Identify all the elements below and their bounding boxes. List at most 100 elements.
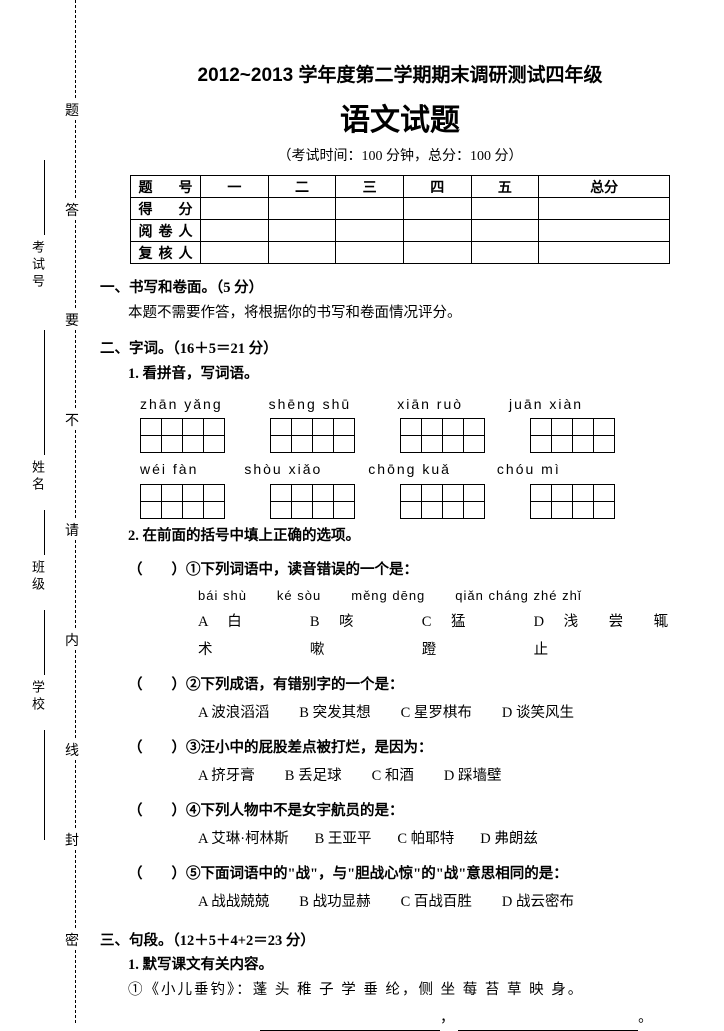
stem: （ ）②下列成语，有错别字的一个是： — [128, 677, 404, 693]
score-table: 题 号 一 二 三 四 五 总分 得 分 阅卷人 复核人 — [130, 175, 670, 264]
th: 题 号 — [131, 176, 201, 198]
pinyin: shēng shū — [269, 393, 352, 417]
write-grid[interactable] — [400, 418, 484, 452]
opt: A 艾琳·柯林斯 — [198, 826, 289, 854]
sec-body: 本题不需要作答，将根据你的书写和卷面情况评分。 — [100, 301, 700, 326]
q-label: 1. 默写课文有关内容。 — [128, 957, 273, 973]
stem: （ ）③汪小中的屁股差点被打烂，是因为： — [128, 740, 433, 756]
exam-content: 2012~2013 学年度第二学期期末调研测试四年级 语文试题 （考试时间：10… — [100, 60, 700, 1031]
pinyin: wéi fàn — [140, 458, 198, 482]
blank-line: ， 。 — [100, 1006, 700, 1031]
opt: C 猛 蹬 — [422, 609, 508, 664]
dash-char: 封 — [62, 830, 82, 850]
opts: A 波浪滔滔 B 突发其想 C 星罗棋布 D 谈笑风生 — [128, 700, 700, 728]
table-row: 复核人 — [131, 242, 670, 264]
table-row: 得 分 — [131, 198, 670, 220]
field-label-name: 姓名 — [28, 460, 47, 494]
opt: C 帕耶特 — [397, 826, 454, 854]
opt: A 白 术 — [198, 609, 284, 664]
pinyin: xiān ruò — [397, 393, 463, 417]
dash-char: 内 — [62, 630, 82, 650]
stem: （ ）⑤下面词语中的"战"，与"胆战心惊"的"战"意思相同的是： — [128, 866, 568, 882]
mc-item: （ ）⑤下面词语中的"战"，与"胆战心惊"的"战"意思相同的是： A 战战兢兢 … — [100, 861, 700, 916]
opt-py: bái shù — [198, 584, 247, 609]
section-2: 二、字词。（16＋5＝21 分） 1. 看拼音，写词语。 zhān yǎng s… — [100, 337, 700, 916]
section-3: 三、句段。（12＋5＋4+2＝23 分） 1. 默写课文有关内容。 ①《小儿垂钓… — [100, 929, 700, 1031]
th: 四 — [403, 176, 471, 198]
opts-hanzi: A 白 术 B 咳 嗽 C 猛 蹬 D 浅 尝 辄 止 — [128, 609, 700, 664]
opt-py: qiǎn cháng zhé zhǐ — [455, 584, 581, 609]
binding-margin: 题 答 要 不 请 内 线 封 密 考试号 姓名 班级 学校 — [0, 0, 90, 1023]
mc-item: （ ）④下列人物中不是女宇航员的是： A 艾琳·柯林斯 B 王亚平 C 帕耶特 … — [100, 798, 700, 853]
opts: A 艾琳·柯林斯 B 王亚平 C 帕耶特 D 弗朗兹 — [128, 826, 700, 854]
dash-char: 密 — [62, 930, 82, 950]
stem: （ ）④下列人物中不是女宇航员的是： — [128, 803, 404, 819]
grid-row — [100, 418, 700, 452]
opt: D 弗朗兹 — [480, 826, 538, 854]
opts: A 战战兢兢 B 战功显赫 C 百战百胜 D 战云密布 — [128, 889, 700, 917]
title-line1: 2012~2013 学年度第二学期期末调研测试四年级 — [100, 60, 700, 87]
q-label: 1. 看拼音，写词语。 — [128, 366, 259, 382]
field-line — [44, 730, 45, 840]
th: 二 — [268, 176, 336, 198]
pinyin: zhān yǎng — [140, 393, 223, 417]
field-label-school: 学校 — [28, 680, 47, 714]
section-1: 一、书写和卷面。（5 分） 本题不需要作答，将根据你的书写和卷面情况评分。 — [100, 276, 700, 325]
opt-py: měng dēng — [351, 584, 425, 609]
dash-char: 不 — [62, 410, 82, 430]
write-grid[interactable] — [270, 484, 354, 518]
opt: C 百战百胜 — [401, 889, 472, 917]
field-line — [44, 510, 45, 555]
opt: A 挤牙膏 — [198, 763, 255, 791]
pinyin: chōng kuǎ — [368, 458, 451, 482]
field-line — [44, 330, 45, 455]
pinyin: juān xiàn — [509, 393, 583, 417]
th: 一 — [201, 176, 269, 198]
opt: B 突发其想 — [299, 700, 370, 728]
sec-title: 一、书写和卷面。（5 分） — [100, 280, 263, 296]
write-grid[interactable] — [140, 418, 224, 452]
opt: B 丢足球 — [285, 763, 342, 791]
write-grid[interactable] — [530, 484, 614, 518]
opt: D 战云密布 — [502, 889, 574, 917]
opt: D 踩墙壁 — [444, 763, 502, 791]
write-grid[interactable] — [400, 484, 484, 518]
dash-char: 答 — [62, 200, 82, 220]
field-line — [44, 160, 45, 235]
pinyin-row: wéi fàn shòu xiǎo chōng kuǎ chóu mì — [100, 458, 700, 482]
opt: D 谈笑风生 — [502, 700, 574, 728]
pinyin: chóu mì — [497, 458, 561, 482]
field-label-class: 班级 — [28, 560, 47, 594]
dash-line — [75, 0, 76, 1023]
opt: A 战战兢兢 — [198, 889, 269, 917]
sec-title: 二、字词。（16＋5＝21 分） — [100, 341, 278, 357]
dash-char: 线 — [62, 740, 82, 760]
table-row: 题 号 一 二 三 四 五 总分 — [131, 176, 670, 198]
poem-line: ①《小儿垂钓》：蓬 头 稚 子 学 垂 纶，侧 坐 莓 苔 草 映 身。 — [100, 978, 700, 1003]
sec-title: 三、句段。（12＋5＋4+2＝23 分） — [100, 933, 315, 949]
opts-pinyin: bái shù ké sòu měng dēng qiǎn cháng zhé … — [128, 584, 700, 609]
th: 五 — [471, 176, 539, 198]
write-grid[interactable] — [270, 418, 354, 452]
opt: C 和酒 — [372, 763, 414, 791]
stem: （ ）①下列词语中，读音错误的一个是： — [128, 562, 418, 578]
write-grid[interactable] — [530, 418, 614, 452]
title-line2: 语文试题 — [100, 95, 700, 139]
write-grid[interactable] — [140, 484, 224, 518]
opts: A 挤牙膏 B 丢足球 C 和酒 D 踩墙壁 — [128, 763, 700, 791]
q-label: 2. 在前面的括号中填上正确的选项。 — [128, 528, 360, 544]
blank[interactable] — [458, 1015, 638, 1031]
field-line — [44, 610, 45, 675]
dash-char: 题 — [62, 100, 82, 120]
pinyin: shòu xiǎo — [244, 458, 322, 482]
mc-item: （ ）②下列成语，有错别字的一个是： A 波浪滔滔 B 突发其想 C 星罗棋布 … — [100, 672, 700, 727]
mc-item: （ ）①下列词语中，读音错误的一个是： bái shù ké sòu měng … — [100, 557, 700, 664]
opt: C 星罗棋布 — [401, 700, 472, 728]
th: 总分 — [539, 176, 670, 198]
th: 三 — [336, 176, 404, 198]
blank[interactable] — [260, 1015, 440, 1031]
grid-row — [100, 484, 700, 518]
pinyin-row: zhān yǎng shēng shū xiān ruò juān xiàn — [100, 393, 700, 417]
dash-char: 要 — [62, 310, 82, 330]
row-label: 复核人 — [131, 242, 201, 264]
